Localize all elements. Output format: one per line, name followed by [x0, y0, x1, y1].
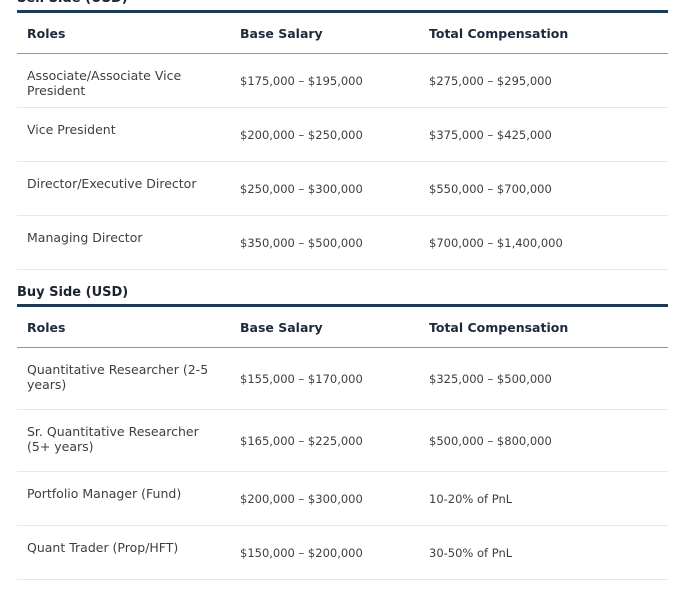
amount-cell: $200,000 – $300,000	[230, 471, 419, 526]
table-row: Managing Director $350,000 – $500,000 $700…	[17, 215, 668, 270]
column-header: Total Compensation	[419, 305, 668, 348]
amount-cell: $155,000 – $170,000	[230, 347, 419, 410]
role-cell: Quantitative Researcher (2-5 years)	[17, 347, 230, 410]
table-row: Associate/Associate Vice President $175,0…	[17, 53, 668, 108]
role-cell: Portfolio Manager (Fund)	[17, 471, 230, 526]
header-row: Roles Base Salary Total Compensation	[17, 305, 668, 348]
role-cell: Sr. Quantitative Researcher (5+ years)	[17, 409, 230, 472]
role-cell: Managing Director	[17, 215, 230, 270]
amount-cell: $250,000 – $300,000	[230, 161, 419, 216]
amount-cell: $500,000 – $800,000	[419, 409, 668, 472]
amount-cell: 10-20% of PnL	[419, 471, 668, 526]
section-title: Sell Side (USD)	[17, 0, 668, 10]
role-cell: Director/Executive Director	[17, 161, 230, 216]
amount-cell: $375,000 – $425,000	[419, 107, 668, 162]
table-head: Roles Base Salary Total Compensation	[17, 11, 668, 54]
amount-cell: 30-50% of PnL	[419, 525, 668, 580]
column-header: Roles	[17, 11, 230, 54]
amount-cell: $325,000 – $500,000	[419, 347, 668, 410]
amount-cell: $350,000 – $500,000	[230, 215, 419, 270]
table-head: Roles Base Salary Total Compensation	[17, 305, 668, 348]
amount-cell: $165,000 – $225,000	[230, 409, 419, 472]
table-row: Director/Executive Director $250,000 – $3…	[17, 161, 668, 216]
amount-cell: $175,000 – $195,000	[230, 53, 419, 108]
table-body: Quantitative Researcher (2-5 years) $155,…	[17, 347, 668, 580]
column-header: Roles	[17, 305, 230, 348]
salary-table: Roles Base Salary Total Compensation Quanti…	[17, 304, 668, 580]
amount-cell: $700,000 – $1,400,000	[419, 215, 668, 270]
section-title: Buy Side (USD)	[17, 285, 129, 300]
table-row: Quant Trader (Prop/HFT) $150,000 – $200,0…	[17, 525, 668, 580]
salary-table: Roles Base Salary Total Compensation Associ…	[17, 10, 668, 270]
column-header: Base Salary	[230, 11, 419, 54]
role-cell: Vice President	[17, 107, 230, 162]
column-header: Total Compensation	[419, 11, 668, 54]
table-row: Vice President $200,000 – $250,000 $375,00…	[17, 107, 668, 162]
header-row: Roles Base Salary Total Compensation	[17, 11, 668, 54]
table-row: Quantitative Researcher (2-5 years) $155,…	[17, 347, 668, 410]
table-row: Portfolio Manager (Fund) $200,000 – $300,…	[17, 471, 668, 526]
column-header: Base Salary	[230, 305, 419, 348]
amount-cell: $150,000 – $200,000	[230, 525, 419, 580]
role-cell: Associate/Associate Vice President	[17, 53, 230, 108]
table-row: Sr. Quantitative Researcher (5+ years) $1…	[17, 409, 668, 472]
amount-cell: $275,000 – $295,000	[419, 53, 668, 108]
amount-cell: $550,000 – $700,000	[419, 161, 668, 216]
role-cell: Quant Trader (Prop/HFT)	[17, 525, 230, 580]
amount-cell: $200,000 – $250,000	[230, 107, 419, 162]
table-body: Associate/Associate Vice President $175,0…	[17, 53, 668, 270]
